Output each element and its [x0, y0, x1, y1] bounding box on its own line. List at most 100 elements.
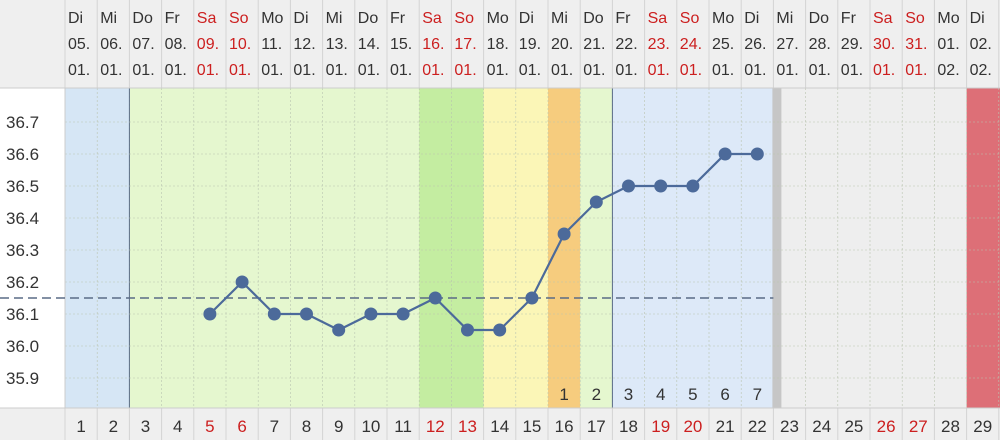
cycle-day-number: 25 — [844, 417, 863, 436]
today-marker — [772, 88, 782, 408]
header-day: 05. — [68, 36, 90, 53]
temperature-point — [396, 307, 410, 321]
header-weekday: So — [905, 10, 925, 27]
header-weekday: Do — [583, 10, 604, 27]
header-day: 20. — [551, 36, 573, 53]
header-weekday: Mo — [261, 10, 283, 27]
header-month: 01. — [680, 62, 702, 79]
cycle-day-number: 17 — [587, 417, 606, 436]
header-day: 23. — [648, 36, 670, 53]
header-day: 01. — [937, 36, 959, 53]
header-day: 13. — [326, 36, 348, 53]
y-tick-label: 36.6 — [6, 145, 39, 164]
header-month: 01. — [68, 62, 90, 79]
phase-column-29 — [966, 88, 1000, 408]
header-weekday: Fr — [841, 10, 857, 27]
phase-column-16 — [548, 88, 581, 408]
temperature-point — [267, 307, 281, 321]
header-day: 26. — [744, 36, 766, 53]
phase-column-28 — [934, 88, 968, 408]
header-month: 01. — [551, 62, 573, 79]
cycle-day-number: 13 — [458, 417, 477, 436]
header-weekday: Di — [519, 10, 534, 27]
header-weekday: Fr — [165, 10, 181, 27]
header-day: 24. — [680, 36, 702, 53]
header-day: 14. — [358, 36, 380, 53]
temperature-point — [622, 179, 635, 193]
cycle-day-number: 27 — [909, 417, 928, 436]
cycle-day-number: 12 — [426, 417, 445, 436]
post-ovulation-count: 7 — [753, 385, 762, 404]
temperature-point — [332, 323, 346, 337]
header-month: 01. — [776, 62, 798, 79]
post-ovulation-count: 5 — [688, 385, 697, 404]
header-month: 01. — [905, 62, 927, 79]
phase-column-8 — [290, 88, 324, 408]
header-month: 01. — [197, 62, 219, 79]
header-day: 29. — [841, 36, 863, 53]
post-ovulation-count: 4 — [656, 385, 665, 404]
header-weekday: So — [454, 10, 474, 27]
cycle-day-number: 3 — [141, 417, 150, 436]
header-weekday: Di — [744, 10, 759, 27]
header-weekday: Sa — [422, 10, 442, 27]
header-weekday: So — [229, 10, 249, 27]
header-day: 25. — [712, 36, 734, 53]
post-ovulation-count: 1 — [559, 385, 568, 404]
phase-column-27 — [902, 88, 935, 408]
temperature-point — [493, 323, 507, 337]
cycle-day-number: 10 — [361, 417, 380, 436]
cycle-day-number: 9 — [334, 417, 343, 436]
cycle-day-number: 29 — [973, 417, 992, 436]
header-weekday: So — [680, 10, 700, 27]
phase-column-2 — [97, 88, 130, 408]
header-month: 01. — [841, 62, 863, 79]
header-weekday: Do — [809, 10, 830, 27]
cycle-day-number: 19 — [651, 417, 670, 436]
header-weekday: Do — [358, 10, 379, 27]
header-month: 01. — [487, 62, 509, 79]
header-month: 01. — [293, 62, 315, 79]
header-month: 01. — [261, 62, 283, 79]
temperature-point — [589, 195, 603, 209]
header-month: 01. — [648, 62, 670, 79]
cycle-day-number: 20 — [683, 417, 702, 436]
cycle-day-number: 4 — [173, 417, 182, 436]
header-day: 10. — [229, 36, 251, 53]
header-weekday: Mi — [326, 10, 343, 27]
header-band — [0, 0, 1000, 88]
y-tick-label: 36.3 — [6, 241, 39, 260]
phase-column-19 — [644, 88, 678, 408]
header-month: 01. — [712, 62, 734, 79]
header-day: 17. — [454, 36, 476, 53]
header-month: 01. — [583, 62, 605, 79]
header-month: 01. — [454, 62, 476, 79]
temperature-point — [654, 179, 668, 193]
footer-band — [0, 408, 1000, 440]
header-day: 08. — [165, 36, 187, 53]
phase-column-24 — [805, 88, 839, 408]
cycle-day-number: 21 — [716, 417, 735, 436]
temperature-point — [300, 307, 313, 321]
y-tick-label: 36.2 — [6, 273, 39, 292]
cycle-day-number: 5 — [205, 417, 214, 436]
header-month: 01. — [809, 62, 831, 79]
header-weekday: Sa — [873, 10, 893, 27]
phase-column-14 — [483, 88, 517, 408]
phase-column-15 — [515, 88, 549, 408]
phase-column-4 — [161, 88, 195, 408]
header-month: 01. — [165, 62, 187, 79]
phase-column-6 — [226, 88, 259, 408]
cycle-day-number: 22 — [748, 417, 767, 436]
header-day: 02. — [970, 36, 992, 53]
phase-column-30 — [998, 88, 1000, 408]
temperature-point — [686, 179, 700, 193]
header-weekday: Fr — [615, 10, 631, 27]
temperature-point — [428, 291, 442, 305]
phase-column-10 — [354, 88, 388, 408]
post-ovulation-count: 2 — [592, 385, 601, 404]
header-month: 01. — [422, 62, 444, 79]
y-tick-label: 36.1 — [6, 305, 39, 324]
cycle-day-number: 8 — [302, 417, 311, 436]
header-day: 07. — [132, 36, 154, 53]
